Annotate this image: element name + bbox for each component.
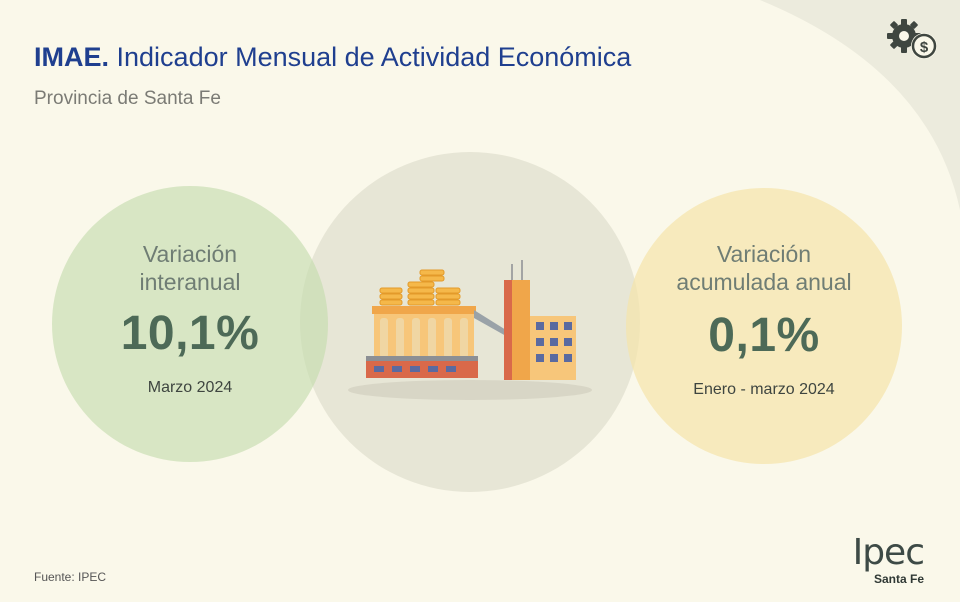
page-title-bold: IMAE.	[34, 42, 110, 72]
stat-interannual: Variación interanual 10,1% Marzo 2024	[52, 240, 328, 397]
logo-sub: Santa Fe	[873, 572, 924, 586]
page-title-rest: Indicador Mensual de Actividad Económica	[109, 42, 632, 72]
stat-cumulative: Variación acumulada anual 0,1% Enero - m…	[626, 240, 902, 399]
stat-period: Marzo 2024	[147, 379, 233, 396]
left-circle	[52, 186, 328, 462]
gear-dollar-icon: $	[887, 19, 937, 59]
page-subtitle: Provincia de Santa Fe	[34, 88, 221, 109]
right-circle	[626, 188, 902, 464]
stat-value: 10,1%	[120, 307, 260, 360]
stat-label-line1: Variación	[716, 241, 812, 267]
factory-illustration	[348, 260, 592, 400]
stat-value: 0,1%	[708, 309, 820, 362]
stat-period: Enero - marzo 2024	[693, 381, 835, 398]
stat-label-line2: interanual	[139, 269, 241, 295]
stat-label-line1: Variación	[142, 241, 238, 267]
svg-text:$: $	[920, 39, 929, 56]
logo-main: Ipec	[852, 532, 925, 573]
stat-label-line2: acumulada anual	[676, 269, 852, 295]
coin-stacks-icon	[379, 269, 461, 306]
header: IMAE. Indicador Mensual de Actividad Eco…	[34, 42, 631, 73]
page-title: IMAE. Indicador Mensual de Actividad Eco…	[34, 42, 631, 73]
stat-label: Variación interanual	[52, 240, 328, 296]
ipec-logo: Ipec Santa Fe	[832, 532, 925, 587]
source-note: Fuente: IPEC	[34, 570, 107, 584]
stat-label: Variación acumulada anual	[626, 240, 902, 296]
